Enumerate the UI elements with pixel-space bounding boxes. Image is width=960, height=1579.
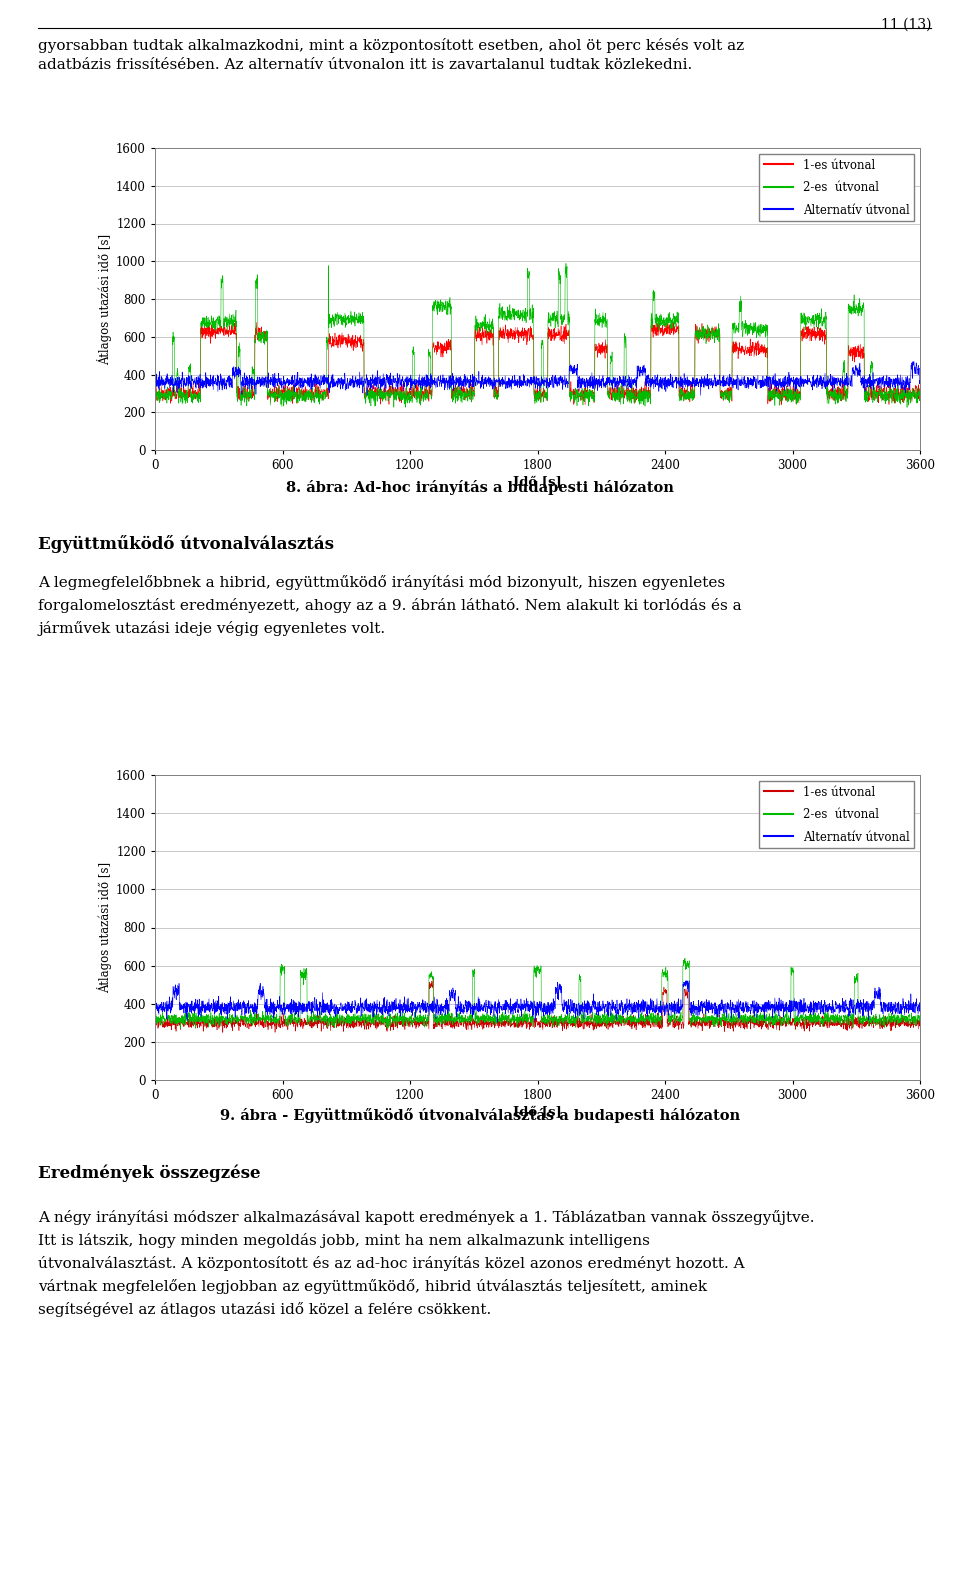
Text: 8. ábra: Ad-hoc irányítás a budapesti hálózaton: 8. ábra: Ad-hoc irányítás a budapesti há… (286, 480, 674, 494)
Legend: 1-es útvonal, 2-es  útvonal, Alternatív útvonal: 1-es útvonal, 2-es útvonal, Alternatív ú… (759, 782, 914, 848)
Text: forgalomelosztást eredményezett, ahogy az a 9. ábrán látható. Nem alakult ki tor: forgalomelosztást eredményezett, ahogy a… (38, 598, 742, 613)
Text: 9. ábra - Együttműködő útvonalválasztás a budapesti hálózaton: 9. ábra - Együttműködő útvonalválasztás … (220, 1108, 740, 1123)
Text: Itt is látszik, hogy minden megoldás jobb, mint ha nem alkalmazunk intelligens: Itt is látszik, hogy minden megoldás job… (38, 1233, 650, 1247)
Y-axis label: Átlagos utazási idő [s]: Átlagos utazási idő [s] (97, 862, 112, 993)
Y-axis label: Átlagos utazási idő [s]: Átlagos utazási idő [s] (97, 234, 112, 365)
Text: vártnak megfelelően legjobban az együttműködő, hibrid útválasztás teljesített, a: vártnak megfelelően legjobban az együttm… (38, 1279, 708, 1295)
Text: A négy irányítási módszer alkalmazásával kapott eredmények a 1. Táblázatban vann: A négy irányítási módszer alkalmazásával… (38, 1210, 815, 1225)
X-axis label: Idő [s]: Idő [s] (514, 1107, 562, 1120)
Text: adatbázis frissítésében. Az alternatív útvonalon itt is zavartalanul tudtak közl: adatbázis frissítésében. Az alternatív ú… (38, 58, 693, 73)
Text: útvonalválasztást. A központosított és az ad-hoc irányítás közel azonos eredmény: útvonalválasztást. A központosított és a… (38, 1255, 745, 1271)
Text: gyorsabban tudtak alkalmazkodni, mint a központosított esetben, ahol öt perc kés: gyorsabban tudtak alkalmazkodni, mint a … (38, 38, 745, 54)
Text: Eredmények összegzése: Eredmények összegzése (38, 1165, 261, 1183)
Text: 11 (13): 11 (13) (880, 17, 931, 32)
Legend: 1-es útvonal, 2-es  útvonal, Alternatív útvonal: 1-es útvonal, 2-es útvonal, Alternatív ú… (759, 153, 914, 221)
Text: Együttműködő útvonalválasztás: Együttműködő útvonalválasztás (38, 535, 334, 553)
Text: segítségével az átlagos utazási idő közel a felére csökkent.: segítségével az átlagos utazási idő köze… (38, 1303, 492, 1317)
Text: A legmegfelelőbbnek a hibrid, együttműködő irányítási mód bizonyult, hiszen egye: A legmegfelelőbbnek a hibrid, együttműkö… (38, 575, 726, 591)
X-axis label: Idő [s]: Idő [s] (514, 477, 562, 489)
Text: járművek utazási ideje végig egyenletes volt.: járművek utazási ideje végig egyenletes … (38, 621, 386, 636)
